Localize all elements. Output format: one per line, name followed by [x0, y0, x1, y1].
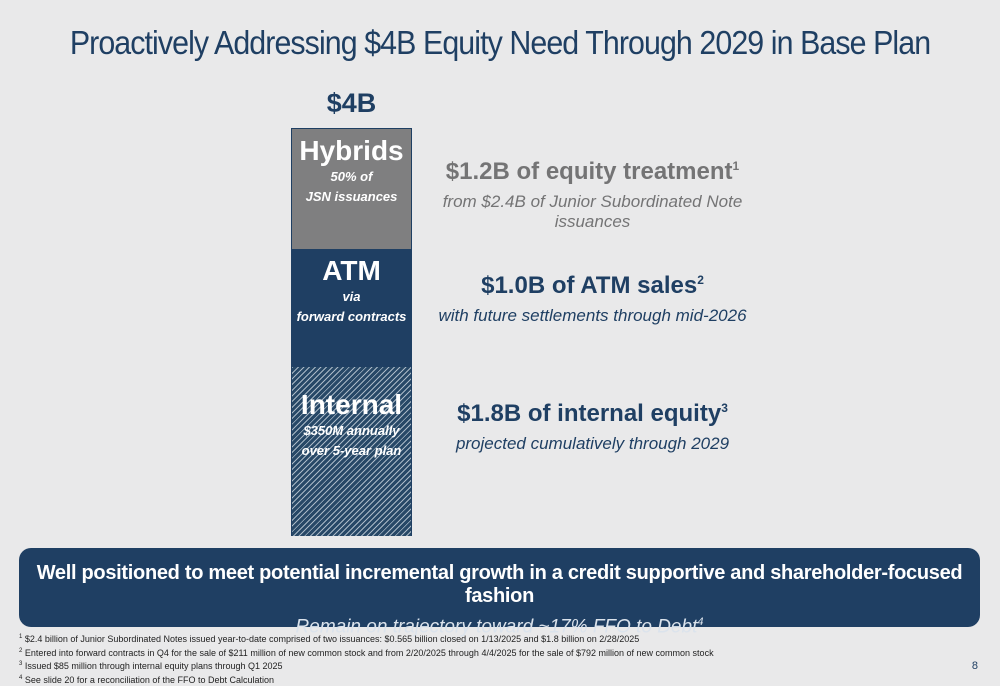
internal-detail: projected cumulatively through 2029: [415, 434, 770, 454]
hybrids-footnote-ref: 1: [733, 159, 740, 173]
equity-stack-bar: Hybrids 50% of JSN issuances ATM via for…: [291, 128, 412, 536]
footnote-1-ref: 1: [19, 634, 22, 640]
summary-banner: Well positioned to meet potential increm…: [19, 548, 980, 627]
internal-footnote-ref: 3: [721, 401, 728, 415]
atm-footnote-ref: 2: [697, 273, 704, 287]
hybrids-sub2: JSN issuances: [292, 187, 411, 207]
atm-headline-wrap: $1.0B of ATM sales2: [415, 272, 770, 300]
atm-name: ATM: [292, 255, 411, 287]
footnote-4-ref: 4: [19, 675, 22, 681]
internal-sub2: over 5-year plan: [292, 441, 411, 461]
atm-headline: $1.0B of ATM sales: [481, 272, 697, 299]
hybrids-detail: from $2.4B of Junior Subordinated Note i…: [415, 192, 770, 232]
footnote-1-text: $2.4 billion of Junior Subordinated Note…: [25, 634, 639, 644]
footnotes: 1 $2.4 billion of Junior Subordinated No…: [19, 632, 714, 686]
page-number: 8: [972, 660, 978, 672]
hybrids-description: $1.2B of equity treatment1 from $2.4B of…: [415, 158, 770, 232]
hybrids-sub1: 50% of: [292, 167, 411, 187]
hybrids-headline: $1.2B of equity treatment: [446, 158, 733, 185]
hybrids-name: Hybrids: [292, 135, 411, 167]
internal-description: $1.8B of internal equity3 projected cumu…: [415, 400, 770, 454]
footnote-2: 2 Entered into forward contracts in Q4 f…: [19, 646, 714, 660]
footnote-1: 1 $2.4 billion of Junior Subordinated No…: [19, 632, 714, 646]
atm-detail: with future settlements through mid-2026: [415, 306, 770, 326]
atm-description: $1.0B of ATM sales2 with future settleme…: [415, 272, 770, 326]
atm-segment: ATM via forward contracts: [292, 249, 411, 367]
internal-headline-wrap: $1.8B of internal equity3: [415, 400, 770, 428]
internal-headline: $1.8B of internal equity: [457, 400, 721, 427]
footnote-3: 3 Issued $85 million through internal eq…: [19, 659, 714, 673]
hybrids-segment: Hybrids 50% of JSN issuances: [292, 129, 411, 249]
internal-sub1: $350M annually: [292, 421, 411, 441]
internal-name: Internal: [292, 389, 411, 421]
footnote-2-text: Entered into forward contracts in Q4 for…: [25, 648, 714, 658]
page-title: Proactively Addressing $4B Equity Need T…: [40, 24, 960, 62]
internal-segment: Internal $350M annually over 5-year plan: [292, 367, 411, 536]
atm-sub2: forward contracts: [292, 307, 411, 327]
banner-headline: Well positioned to meet potential increm…: [19, 562, 980, 608]
footnote-2-ref: 2: [19, 648, 22, 654]
footnote-3-text: Issued $85 million through internal equi…: [25, 661, 283, 671]
banner-footnote-ref: 4: [697, 616, 703, 628]
footnote-4-text: See slide 20 for a reconciliation of the…: [25, 675, 274, 685]
hybrids-headline-wrap: $1.2B of equity treatment1: [415, 158, 770, 186]
footnote-4: 4 See slide 20 for a reconciliation of t…: [19, 673, 714, 686]
footnote-3-ref: 3: [19, 661, 22, 667]
atm-sub1: via: [292, 287, 411, 307]
total-label: $4B: [291, 88, 412, 119]
